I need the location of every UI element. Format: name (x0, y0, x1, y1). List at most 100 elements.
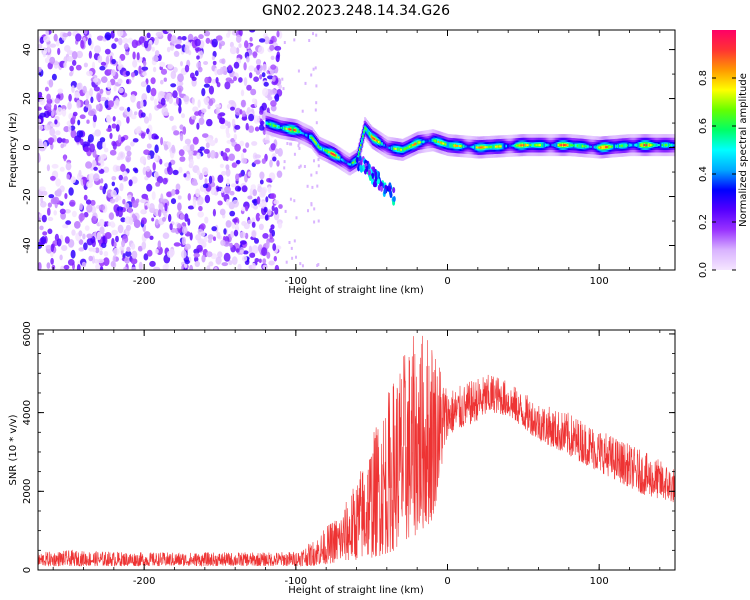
noise-cell (233, 76, 237, 82)
noise-cell (249, 30, 256, 33)
noise-cell (201, 88, 206, 97)
y-tick-label: 0 (22, 144, 33, 150)
noise-cell (180, 61, 183, 67)
signal-cell (576, 144, 579, 147)
signal-cell (401, 146, 403, 153)
signal-cell (612, 143, 615, 150)
signal-cell (671, 144, 673, 147)
signal-cell (299, 130, 302, 134)
signal-cell (613, 143, 616, 150)
signal-cell (316, 141, 319, 148)
noise-cell (198, 205, 203, 212)
signal-cell (540, 142, 543, 149)
noise-cell (118, 87, 124, 94)
noise-cell (44, 86, 49, 92)
noise-cell (210, 150, 216, 159)
signal-cell (646, 142, 649, 149)
signal-cell (521, 143, 523, 148)
signal-cell (359, 166, 363, 173)
noise-cell (38, 124, 44, 131)
noise-cell (143, 116, 150, 124)
colorbar-tick-label: 0.4 (698, 166, 709, 182)
noise-cell (259, 124, 265, 131)
noise-cell (217, 174, 224, 183)
signal-cell (409, 144, 412, 148)
noise-cell (179, 156, 186, 162)
signal-cell (577, 144, 580, 148)
signal-cell (470, 146, 472, 148)
noise-cell (130, 141, 135, 147)
signal-cell (427, 139, 430, 142)
noise-cell (191, 76, 197, 82)
signal-cell (354, 159, 357, 163)
noise-cell (177, 202, 182, 211)
signal-cell (429, 139, 431, 142)
signal-cell (339, 155, 342, 162)
noise-cell (103, 166, 110, 173)
x-tick-label: -200 (133, 276, 156, 287)
noise-cell (87, 134, 94, 143)
signal-cell (361, 138, 363, 143)
noise-cell (212, 60, 217, 66)
signal-cell (378, 140, 380, 143)
noise-cell (119, 182, 124, 192)
noise-cell (263, 81, 269, 87)
noise-cell (184, 243, 191, 250)
noise-cell (147, 154, 151, 160)
signal-cell (397, 147, 399, 152)
noise-cell (49, 127, 56, 137)
noise-cell (312, 67, 315, 71)
noise-cell (241, 116, 248, 121)
noise-cell (266, 107, 270, 114)
noise-cell (107, 221, 112, 227)
noise-cell (83, 146, 90, 153)
noise-cell (83, 62, 88, 68)
noise-cell (219, 124, 226, 130)
signal-cell (473, 144, 476, 151)
noise-cell (128, 179, 133, 187)
noise-cell (62, 32, 69, 38)
signal-cell (287, 128, 290, 131)
signal-cell (550, 143, 552, 147)
noise-cell (192, 115, 197, 120)
signal-cell (491, 143, 494, 150)
noise-cell (64, 193, 68, 200)
signal-cell (573, 144, 575, 147)
noise-cell (253, 204, 258, 210)
noise-cell (232, 199, 240, 208)
noise-cell (149, 260, 156, 267)
noise-cell (200, 113, 204, 119)
noise-cell (253, 76, 259, 82)
noise-cell (314, 108, 317, 112)
noise-cell (100, 96, 107, 102)
noise-cell (265, 240, 270, 249)
noise-cell (215, 107, 220, 116)
signal-cell (591, 143, 593, 150)
noise-cell (154, 248, 159, 254)
y-tick-label: 6000 (22, 321, 33, 346)
signal-cell (383, 144, 385, 147)
noise-cell (274, 207, 279, 215)
signal-cell (594, 145, 597, 149)
signal-cell (478, 146, 481, 149)
signal-cell (659, 142, 661, 149)
signal-cell (469, 145, 471, 148)
noise-cell (198, 66, 203, 73)
colorbar-gradient (712, 30, 736, 270)
noise-cell (211, 226, 217, 232)
signal-cell (622, 142, 624, 149)
noise-cell (193, 252, 200, 258)
signal-cell (384, 144, 386, 148)
noise-cell (96, 92, 102, 102)
noise-cell (177, 195, 182, 200)
signal-cell (647, 143, 650, 147)
signal-cell (653, 144, 655, 147)
noise-cell (239, 249, 244, 254)
noise-cell (101, 76, 108, 83)
noise-cell (293, 239, 296, 243)
signal-cell (552, 144, 554, 147)
noise-cell (55, 39, 60, 47)
signal-cell (308, 133, 310, 140)
noise-cell (269, 193, 277, 200)
noise-cell (252, 189, 257, 197)
